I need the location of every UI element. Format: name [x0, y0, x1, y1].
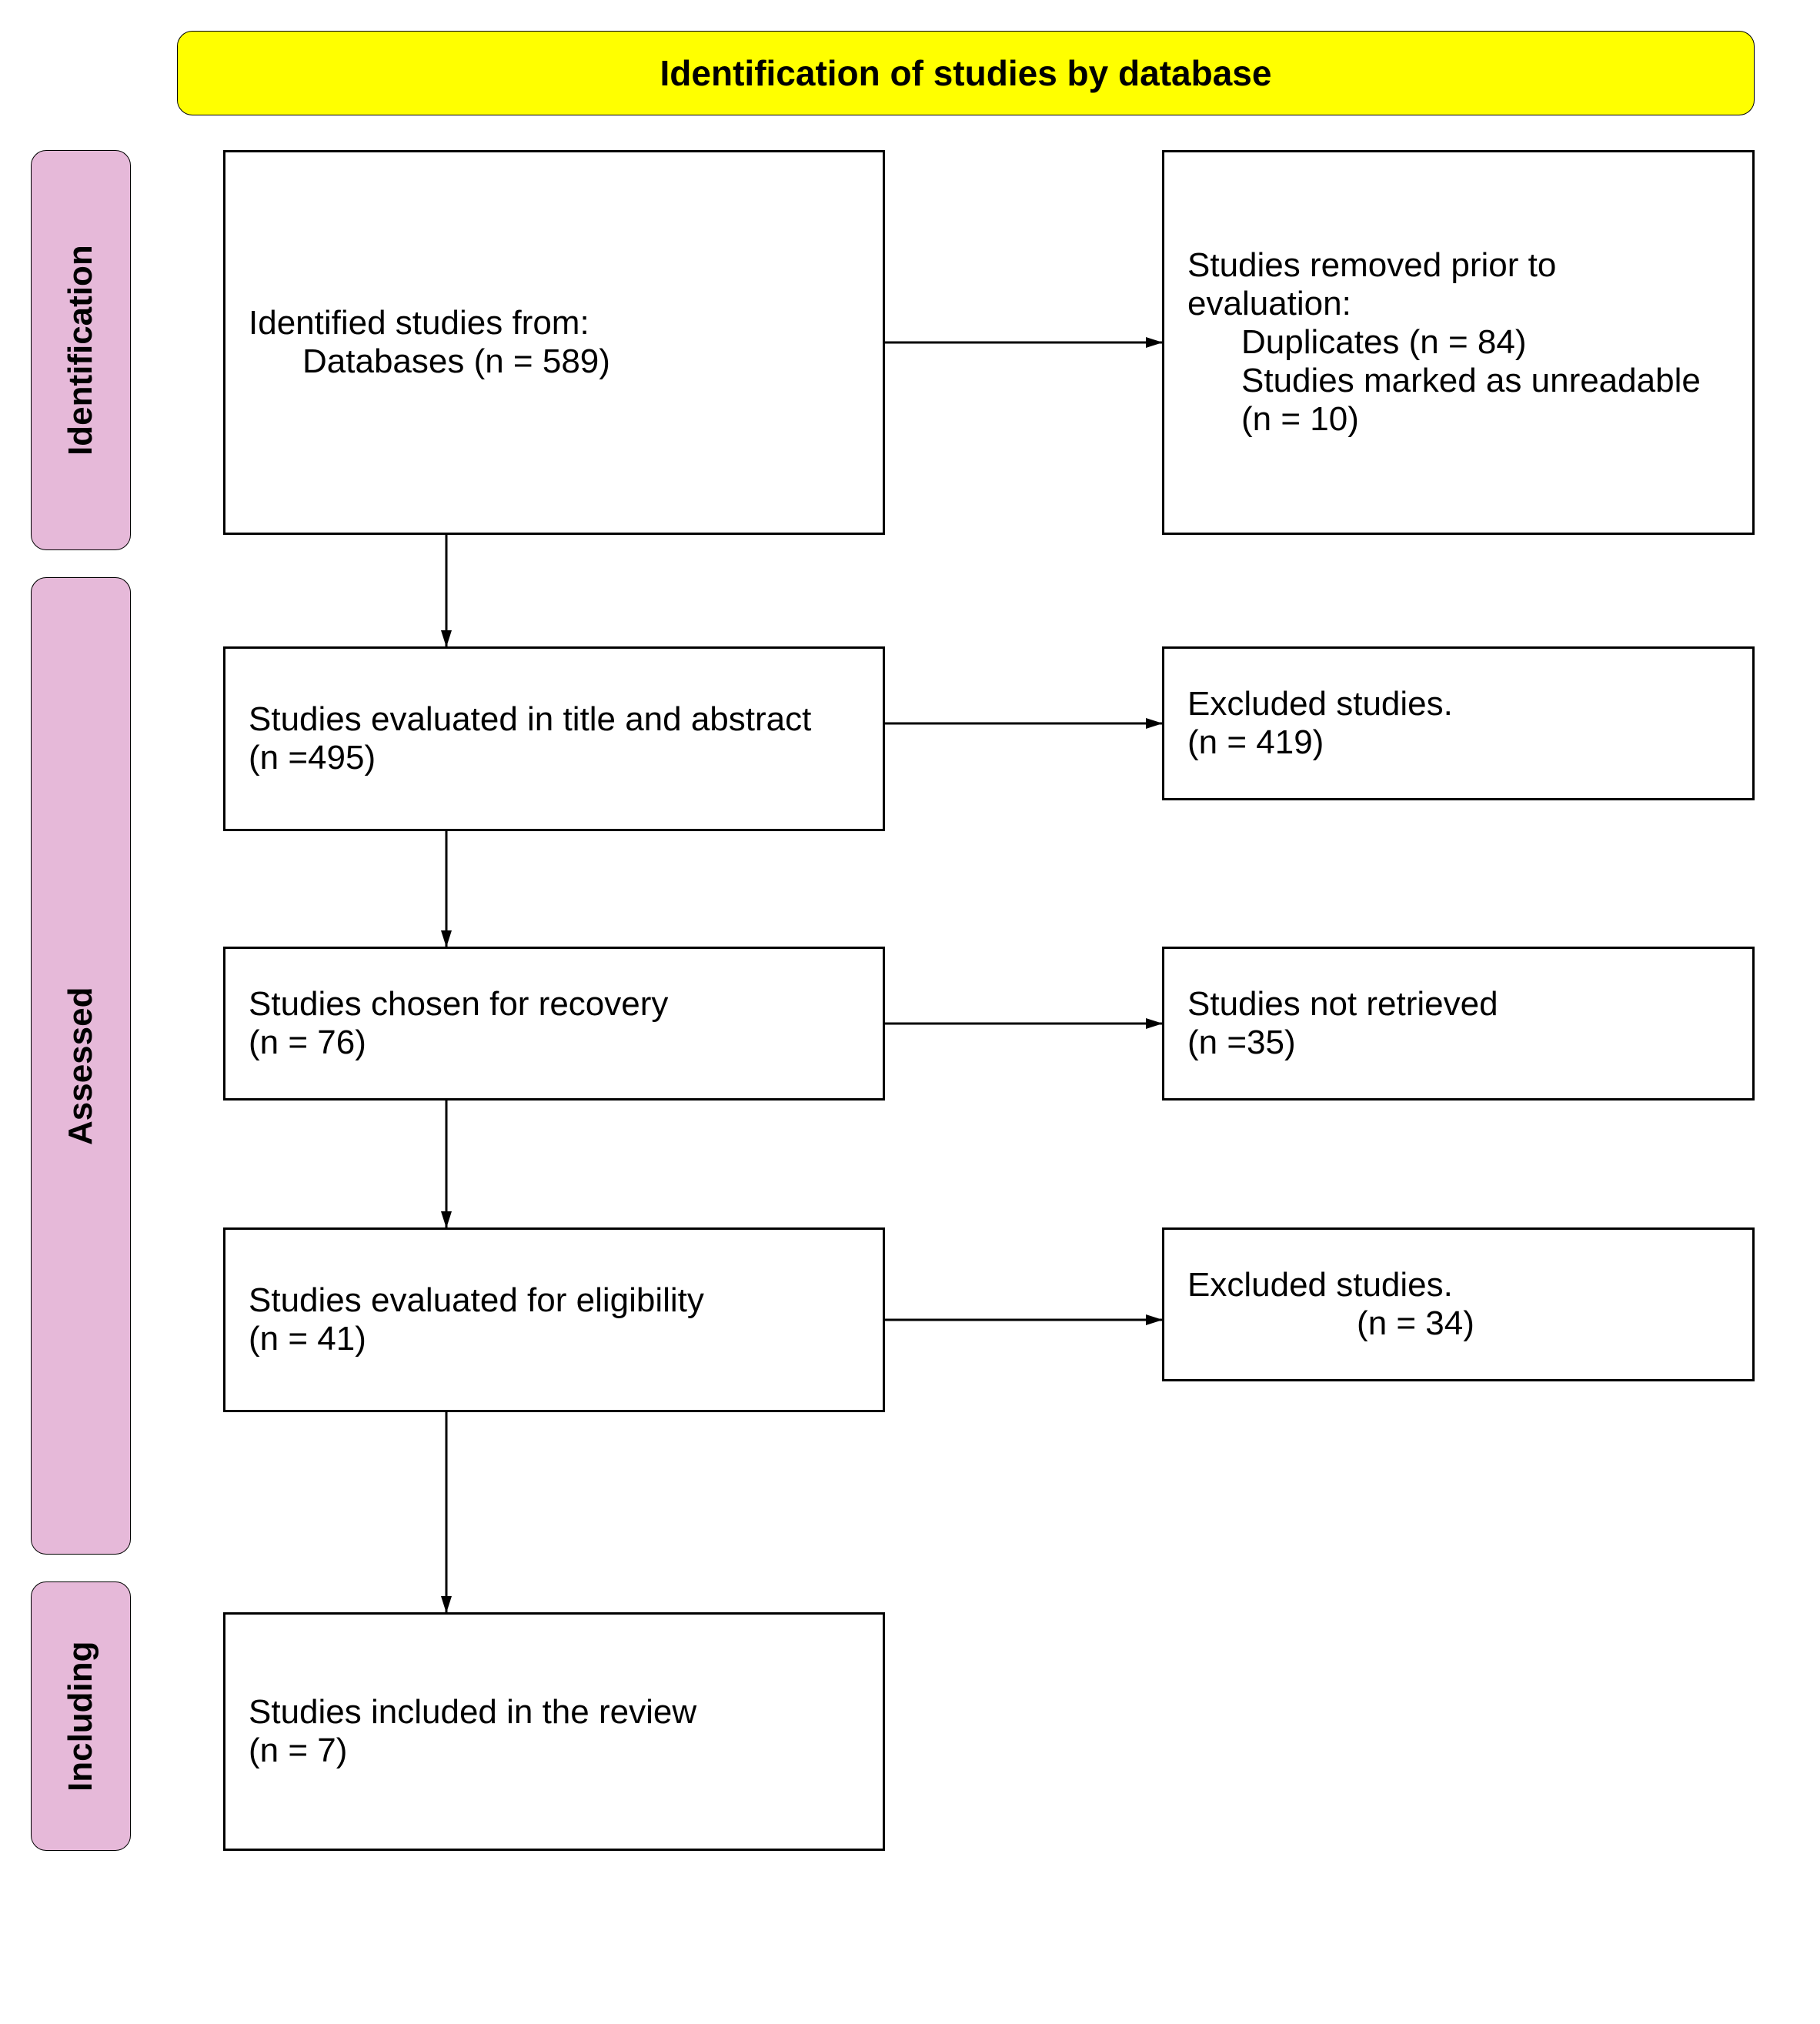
- node-text: Studies evaluated in title and abstract: [249, 700, 860, 739]
- phase-label-assessed: Assessed: [31, 577, 131, 1555]
- node-text: Excluded studies.: [1187, 1266, 1729, 1304]
- node-title_abstract: Studies evaluated in title and abstract(…: [223, 646, 885, 831]
- node-text: (n = 34): [1187, 1304, 1729, 1343]
- node-text: (n =495): [249, 739, 860, 777]
- node-text: Duplicates (n = 84): [1187, 323, 1729, 362]
- header-text: Identification of studies by database: [660, 52, 1272, 94]
- node-text: Studies not retrieved: [1187, 985, 1729, 1024]
- node-removed: Studies removed prior to evaluation: Dup…: [1162, 150, 1755, 535]
- node-text: Databases (n = 589): [249, 342, 860, 381]
- node-identified: Identified studies from: Databases (n = …: [223, 150, 885, 535]
- node-text: Studies chosen for recovery: [249, 985, 860, 1024]
- node-text: Studies included in the review: [249, 1693, 860, 1732]
- node-recovery: Studies chosen for recovery(n = 76): [223, 947, 885, 1101]
- phase-label-identification: Identification: [31, 150, 131, 550]
- node-excluded1: Excluded studies.(n = 419): [1162, 646, 1755, 800]
- node-included: Studies included in the review (n = 7): [223, 1612, 885, 1851]
- node-text: Studies evaluated for eligibility: [249, 1281, 860, 1320]
- node-excluded2: Excluded studies. (n = 34): [1162, 1227, 1755, 1381]
- node-text: (n = 41): [249, 1320, 860, 1358]
- node-text: Studies removed prior to evaluation:: [1187, 246, 1729, 323]
- phase-label-text: Identification: [62, 245, 100, 456]
- phase-label-including: Including: [31, 1581, 131, 1851]
- prisma-flowchart: Identification of studies by database Id…: [31, 31, 1789, 1993]
- node-text: Identified studies from:: [249, 304, 860, 342]
- phase-label-text: Assessed: [62, 987, 100, 1144]
- node-text: (n = 7): [249, 1732, 860, 1770]
- node-not_retrieved: Studies not retrieved(n =35): [1162, 947, 1755, 1101]
- node-text: Excluded studies.: [1187, 685, 1729, 723]
- node-eligibility: Studies evaluated for eligibility(n = 41…: [223, 1227, 885, 1412]
- node-text: (n =35): [1187, 1024, 1729, 1062]
- phase-label-text: Including: [62, 1641, 100, 1792]
- header-bar: Identification of studies by database: [177, 31, 1755, 115]
- node-text: Studies marked as unreadable (n = 10): [1187, 362, 1729, 439]
- node-text: (n = 419): [1187, 723, 1729, 762]
- node-text: (n = 76): [249, 1024, 860, 1062]
